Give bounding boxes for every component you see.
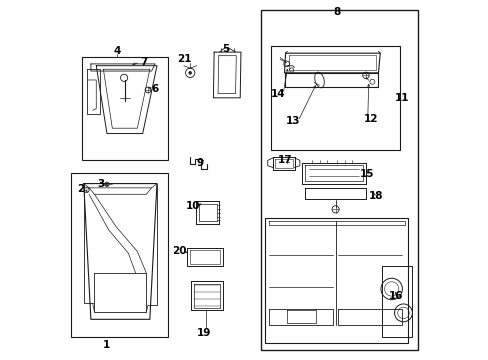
Text: 16: 16 [388, 291, 403, 301]
Text: 17: 17 [277, 156, 292, 165]
Text: 15: 15 [359, 168, 373, 179]
Bar [71, 173, 167, 337]
Text: 1: 1 [102, 340, 110, 350]
Text: 14: 14 [270, 89, 285, 99]
Bar [82, 57, 167, 160]
Text: 9: 9 [196, 158, 203, 168]
Text: 5: 5 [222, 44, 229, 54]
Text: 19: 19 [197, 328, 211, 338]
Text: 11: 11 [394, 93, 408, 103]
Circle shape [188, 71, 191, 74]
Bar [271, 46, 399, 150]
Text: 20: 20 [172, 247, 186, 256]
Text: 12: 12 [364, 113, 378, 123]
Text: 21: 21 [177, 54, 192, 64]
Text: 6: 6 [151, 84, 159, 94]
Text: 2: 2 [78, 184, 85, 194]
Text: 8: 8 [333, 7, 340, 17]
Text: 13: 13 [285, 116, 299, 126]
Text: 18: 18 [368, 191, 383, 201]
Bar [260, 10, 417, 350]
Text: 10: 10 [185, 201, 200, 211]
Text: 4: 4 [113, 46, 121, 56]
Text: 3: 3 [97, 179, 104, 189]
Text: 7: 7 [140, 57, 147, 67]
